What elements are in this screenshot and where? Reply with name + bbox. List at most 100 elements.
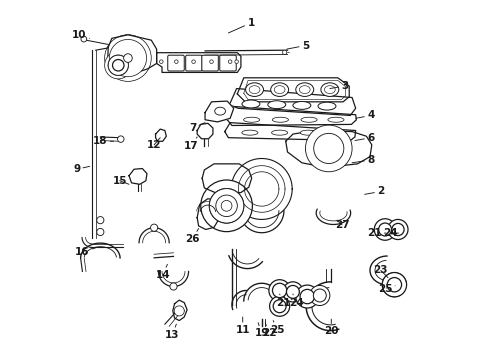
Circle shape bbox=[273, 300, 285, 313]
Circle shape bbox=[169, 283, 177, 290]
Text: 7: 7 bbox=[188, 123, 204, 133]
Text: 21: 21 bbox=[366, 228, 386, 238]
Circle shape bbox=[109, 40, 146, 77]
Text: 3: 3 bbox=[329, 81, 348, 91]
Circle shape bbox=[313, 134, 343, 163]
Text: 10: 10 bbox=[72, 30, 89, 40]
Text: 2: 2 bbox=[364, 186, 384, 197]
Circle shape bbox=[269, 296, 289, 316]
Polygon shape bbox=[156, 53, 241, 72]
Text: 5: 5 bbox=[286, 41, 308, 50]
Ellipse shape bbox=[317, 102, 335, 110]
Text: 14: 14 bbox=[155, 264, 170, 280]
Circle shape bbox=[150, 224, 158, 231]
Ellipse shape bbox=[274, 86, 285, 94]
Circle shape bbox=[221, 201, 231, 211]
Text: 20: 20 bbox=[324, 319, 338, 336]
Text: 9: 9 bbox=[73, 164, 89, 174]
Text: 23: 23 bbox=[373, 265, 387, 278]
Polygon shape bbox=[197, 199, 218, 229]
Polygon shape bbox=[237, 78, 348, 102]
Circle shape bbox=[228, 60, 231, 63]
Polygon shape bbox=[204, 101, 233, 122]
Text: 17: 17 bbox=[183, 137, 198, 151]
Circle shape bbox=[97, 217, 104, 224]
Ellipse shape bbox=[270, 83, 288, 96]
Circle shape bbox=[209, 189, 244, 223]
Text: 24: 24 bbox=[383, 228, 398, 238]
Ellipse shape bbox=[300, 130, 316, 135]
Circle shape bbox=[97, 228, 104, 235]
Circle shape bbox=[305, 125, 351, 172]
Ellipse shape bbox=[327, 117, 344, 122]
Circle shape bbox=[295, 285, 318, 308]
Circle shape bbox=[382, 273, 406, 297]
FancyBboxPatch shape bbox=[219, 55, 236, 71]
Text: 12: 12 bbox=[146, 138, 161, 150]
Circle shape bbox=[209, 189, 244, 223]
Circle shape bbox=[174, 60, 178, 63]
Circle shape bbox=[286, 285, 299, 298]
Ellipse shape bbox=[299, 86, 309, 94]
Circle shape bbox=[104, 35, 151, 81]
Circle shape bbox=[109, 40, 146, 77]
Text: 11: 11 bbox=[235, 317, 249, 335]
Circle shape bbox=[104, 51, 132, 79]
Circle shape bbox=[117, 136, 124, 142]
Text: 13: 13 bbox=[164, 324, 179, 340]
Circle shape bbox=[391, 224, 403, 235]
Polygon shape bbox=[197, 123, 212, 139]
FancyBboxPatch shape bbox=[167, 55, 184, 71]
Text: 21: 21 bbox=[275, 294, 290, 308]
Text: 1: 1 bbox=[228, 18, 254, 33]
Ellipse shape bbox=[245, 83, 263, 96]
Text: 22: 22 bbox=[261, 323, 276, 338]
Ellipse shape bbox=[301, 117, 317, 122]
Polygon shape bbox=[227, 107, 356, 126]
Ellipse shape bbox=[267, 101, 285, 109]
Circle shape bbox=[108, 55, 128, 75]
Text: 25: 25 bbox=[270, 320, 284, 335]
FancyBboxPatch shape bbox=[202, 55, 218, 71]
Ellipse shape bbox=[243, 117, 259, 122]
Circle shape bbox=[300, 289, 314, 304]
Circle shape bbox=[282, 282, 303, 302]
Circle shape bbox=[282, 50, 286, 54]
Circle shape bbox=[81, 36, 86, 42]
Text: 15: 15 bbox=[112, 176, 129, 186]
Ellipse shape bbox=[271, 130, 287, 135]
Circle shape bbox=[209, 60, 213, 63]
Ellipse shape bbox=[272, 117, 288, 122]
Ellipse shape bbox=[295, 83, 313, 96]
Ellipse shape bbox=[249, 86, 260, 94]
Ellipse shape bbox=[292, 102, 310, 109]
Circle shape bbox=[373, 219, 395, 240]
Circle shape bbox=[215, 195, 237, 217]
Circle shape bbox=[386, 278, 401, 292]
Circle shape bbox=[272, 283, 286, 298]
Ellipse shape bbox=[326, 130, 342, 135]
Circle shape bbox=[309, 285, 329, 306]
Ellipse shape bbox=[241, 130, 258, 135]
Polygon shape bbox=[285, 131, 371, 167]
Text: 26: 26 bbox=[185, 228, 199, 244]
Circle shape bbox=[378, 223, 391, 236]
FancyBboxPatch shape bbox=[185, 55, 202, 71]
Circle shape bbox=[387, 220, 407, 239]
Circle shape bbox=[201, 180, 252, 231]
Text: 27: 27 bbox=[334, 220, 348, 230]
Polygon shape bbox=[129, 168, 147, 184]
Circle shape bbox=[268, 280, 290, 301]
Circle shape bbox=[112, 59, 124, 71]
Text: 16: 16 bbox=[75, 247, 97, 257]
Circle shape bbox=[234, 60, 238, 63]
Polygon shape bbox=[202, 164, 251, 193]
Text: 4: 4 bbox=[355, 111, 374, 121]
Polygon shape bbox=[155, 129, 166, 141]
Text: 19: 19 bbox=[254, 323, 268, 338]
Ellipse shape bbox=[242, 100, 260, 108]
Circle shape bbox=[191, 60, 195, 63]
Circle shape bbox=[108, 55, 128, 75]
Ellipse shape bbox=[324, 86, 335, 94]
Text: 24: 24 bbox=[288, 294, 303, 308]
